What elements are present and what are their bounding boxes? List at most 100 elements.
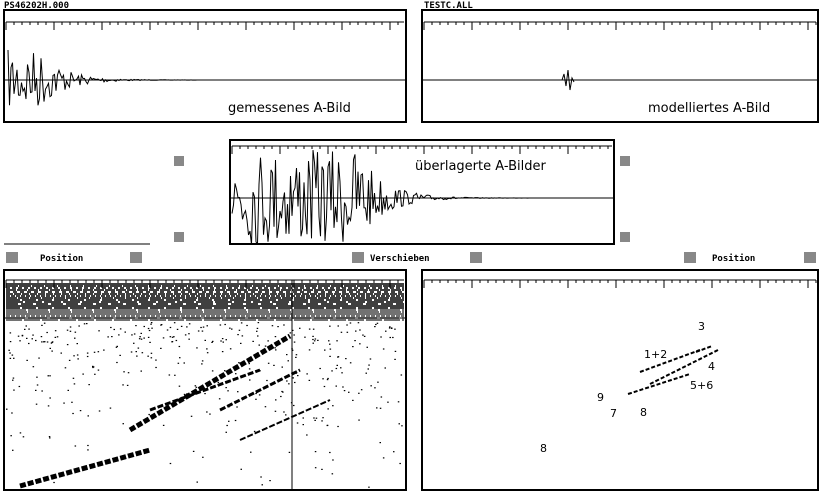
speckle: [139, 336, 141, 338]
speckle: [220, 340, 222, 342]
speckle: [271, 325, 274, 327]
speckle: [321, 468, 323, 470]
speckle: [54, 336, 57, 338]
speckle: [348, 391, 350, 393]
speckle: [72, 412, 74, 415]
speckle: [296, 422, 299, 424]
speckle: [380, 336, 382, 338]
speckle: [201, 330, 204, 332]
speckle: [119, 354, 121, 356]
speckle: [160, 324, 162, 326]
speckle: [206, 352, 209, 354]
speckle: [9, 332, 12, 334]
speckle: [196, 347, 198, 349]
speckle: [123, 371, 125, 373]
reflector-trace: [627, 345, 719, 395]
speckle: [382, 457, 385, 459]
speckle: [40, 336, 43, 338]
reflector-label: 8: [540, 442, 547, 455]
speckle: [186, 326, 188, 328]
speckle: [212, 340, 214, 342]
speckle: [317, 339, 319, 341]
speckle: [329, 348, 332, 350]
speckle: [313, 340, 316, 342]
speckle: [315, 417, 318, 419]
speckle: [53, 481, 55, 484]
button[interactable]: [620, 232, 630, 242]
button[interactable]: [470, 252, 482, 263]
speckle: [169, 462, 172, 465]
speckle: [35, 339, 37, 342]
speckle: [379, 442, 381, 444]
speckle: [292, 377, 294, 379]
speckle: [87, 415, 89, 417]
speckle: [69, 326, 72, 328]
speckle: [340, 331, 343, 333]
speckle: [274, 410, 277, 412]
speckle: [47, 405, 50, 407]
streak: [128, 333, 292, 433]
speckle: [286, 380, 288, 382]
button[interactable]: [130, 252, 142, 263]
speckle: [237, 391, 239, 393]
speckle: [9, 352, 11, 354]
speckle: [308, 328, 311, 330]
speckle: [147, 327, 150, 330]
reflector-label: 9: [597, 391, 604, 404]
speckle: [332, 459, 334, 461]
speckle: [200, 326, 202, 329]
button[interactable]: [684, 252, 696, 263]
button[interactable]: [6, 252, 18, 263]
speckle: [324, 349, 326, 351]
speckle: [138, 338, 141, 340]
speckle: [12, 377, 15, 379]
button[interactable]: [620, 156, 630, 166]
speckle: [238, 362, 240, 364]
speckle: [288, 451, 291, 453]
position-label: Position: [40, 253, 83, 264]
speckle: [376, 407, 378, 409]
measured-bscan: [3, 269, 407, 491]
speckle: [228, 420, 230, 422]
button[interactable]: [352, 252, 364, 263]
speckle: [273, 364, 275, 366]
speckle: [267, 362, 270, 364]
speckle: [379, 407, 382, 409]
speckle: [43, 341, 45, 343]
speckle: [190, 415, 193, 417]
speckle: [327, 408, 329, 410]
speckle: [176, 328, 179, 330]
speckle: [401, 425, 403, 427]
speckle: [10, 435, 12, 437]
streak: [149, 368, 261, 412]
button[interactable]: [174, 232, 184, 242]
speckle: [88, 384, 90, 386]
speckle: [321, 420, 323, 422]
speckle: [206, 325, 208, 327]
speckle: [283, 411, 285, 413]
speckle: [18, 385, 21, 388]
button[interactable]: [804, 252, 816, 263]
position-label: Position: [712, 253, 755, 264]
speckle: [229, 327, 231, 329]
speckle: [355, 330, 357, 332]
speckle: [365, 372, 367, 374]
ruler: [423, 279, 817, 288]
speckle: [48, 436, 51, 438]
frame: [3, 9, 407, 123]
speckle: [47, 375, 49, 377]
speckle: [204, 339, 206, 341]
speckle: [77, 358, 79, 360]
speckle: [46, 341, 49, 343]
speckle: [292, 329, 294, 331]
speckle: [11, 354, 14, 356]
speckle: [135, 325, 137, 327]
button[interactable]: [174, 156, 184, 166]
speckle: [274, 336, 277, 338]
speckle: [374, 326, 376, 328]
speckle: [127, 372, 130, 374]
speckle: [143, 325, 145, 328]
speckle: [349, 322, 352, 324]
speckle: [36, 376, 38, 378]
speckle: [160, 347, 162, 349]
